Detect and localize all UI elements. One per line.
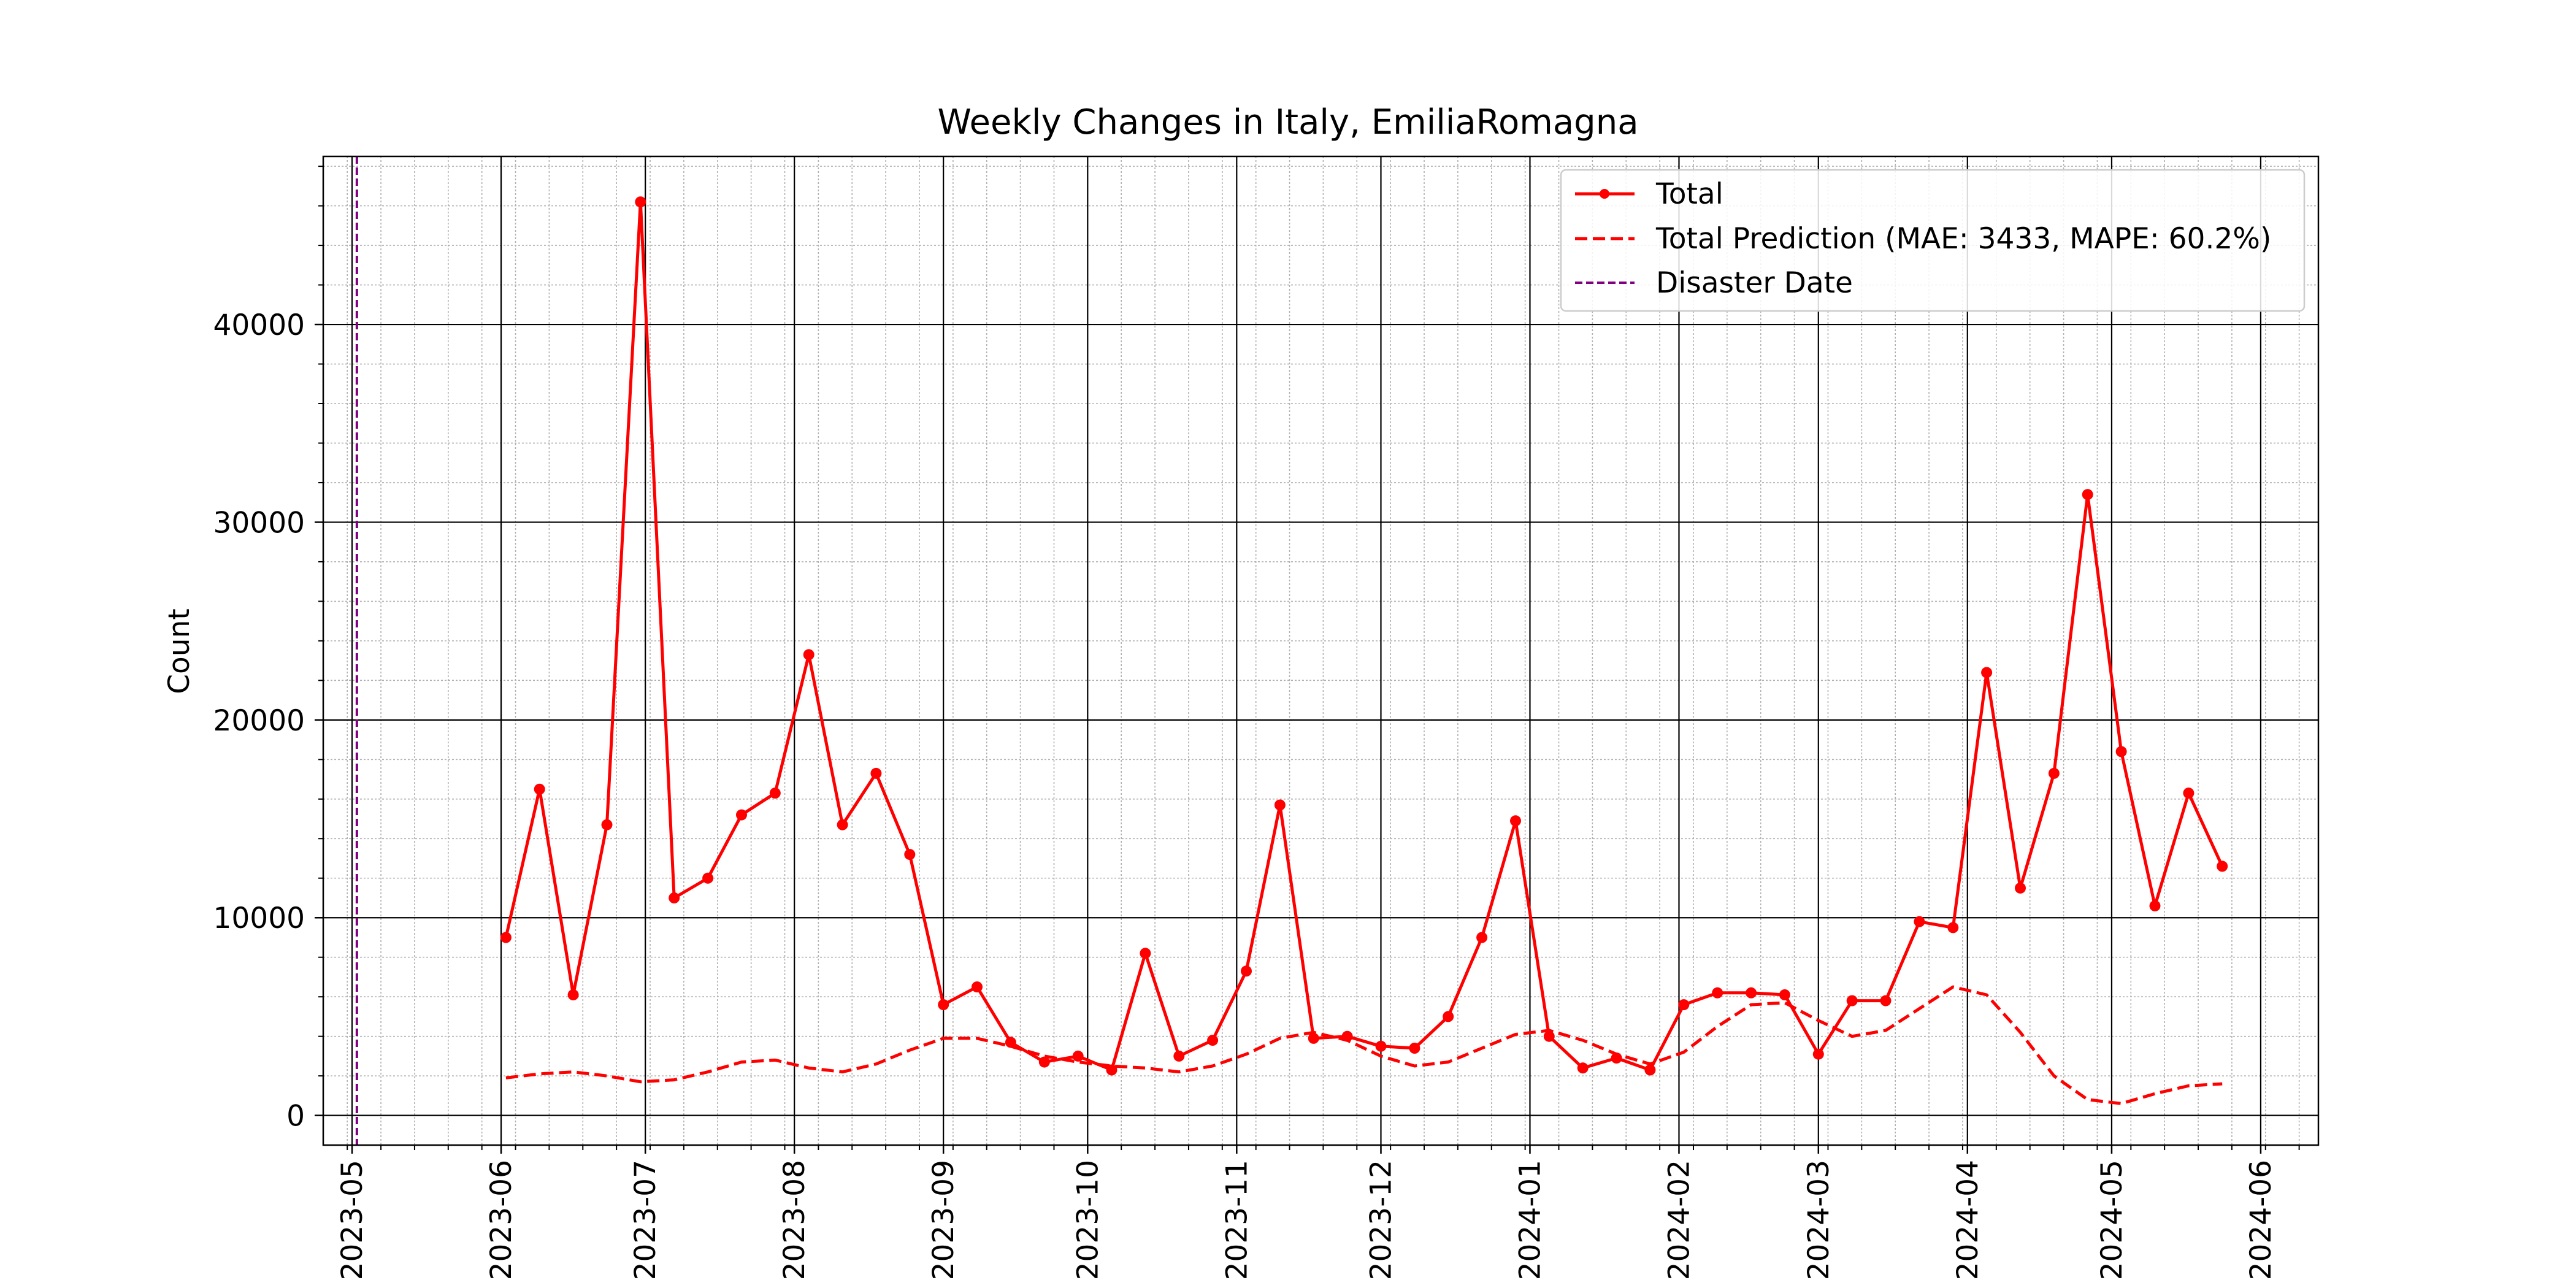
- legend-marker-total: [1600, 189, 1609, 199]
- total-point: [2149, 900, 2161, 911]
- minor-grid: [323, 156, 2318, 1145]
- total-point: [2217, 861, 2228, 872]
- total-point: [635, 196, 646, 208]
- x-tick-label: 2023-06: [485, 1160, 518, 1280]
- total-point: [1241, 965, 1252, 977]
- y-tick-label: 40000: [213, 309, 305, 342]
- x-tick-label: 2024-05: [2095, 1160, 2129, 1280]
- y-tick-label: 30000: [213, 506, 305, 540]
- total-point: [601, 819, 613, 830]
- total-point: [1173, 1050, 1185, 1062]
- total-point: [1812, 1048, 1824, 1060]
- total-point: [736, 809, 747, 821]
- chart-title: Weekly Changes in Italy, EmiliaRomagna: [937, 102, 1638, 142]
- x-tick-label: 2023-12: [1364, 1160, 1398, 1280]
- x-tick-label: 2023-08: [778, 1160, 811, 1280]
- total-point: [702, 872, 714, 884]
- total-point: [1846, 995, 1858, 1006]
- total-point: [904, 849, 916, 861]
- x-tick-label: 2023-07: [629, 1160, 662, 1280]
- total-point: [1274, 799, 1286, 811]
- x-tick-label: 2024-06: [2244, 1160, 2278, 1280]
- total-point: [1678, 999, 1690, 1011]
- total-point: [1644, 1064, 1656, 1076]
- total-point: [1140, 948, 1151, 959]
- total-point: [1106, 1064, 1117, 1076]
- x-tick-label: 2024-03: [1802, 1160, 1836, 1280]
- total-point: [1476, 932, 1488, 943]
- tick-labels: 2023-05 2023-06 2023-07 2023-08 2023-09 2023-…: [213, 309, 2277, 1280]
- legend-box: [1560, 169, 2306, 312]
- total-point: [870, 767, 882, 779]
- total-point: [669, 892, 680, 903]
- legend-label-disaster: Disaster Date: [1656, 266, 1853, 300]
- total-point: [534, 783, 545, 795]
- total-point: [1443, 1011, 1454, 1022]
- total-point: [1510, 815, 1521, 827]
- plot-frame: [322, 155, 2320, 1146]
- total-point: [1779, 989, 1790, 1000]
- total-point: [938, 999, 949, 1011]
- total-point: [567, 989, 579, 1000]
- legend-label-total: Total: [1655, 177, 1723, 211]
- total-point: [1543, 1030, 1555, 1042]
- total-point: [2015, 882, 2026, 894]
- total-point: [2115, 746, 2127, 757]
- x-tick-label: 2024-04: [1951, 1160, 1985, 1280]
- total-point: [1712, 987, 1723, 999]
- total-point: [2183, 788, 2195, 799]
- total-point: [1207, 1035, 1219, 1046]
- major-grid: [323, 156, 2318, 1145]
- legend: Total Total Prediction (MAE: 3433, MAPE:…: [1560, 169, 2306, 312]
- x-tick-label: 2023-11: [1220, 1160, 1254, 1280]
- total-point: [1038, 1056, 1050, 1068]
- total-point: [1308, 1032, 1319, 1044]
- total-point: [1947, 922, 1959, 933]
- axis-ticks: [315, 166, 2300, 1154]
- x-tick-label: 2023-09: [927, 1160, 960, 1280]
- legend-label-prediction: Total Prediction (MAE: 3433, MAPE: 60.2%…: [1655, 222, 2271, 256]
- x-tick-label: 2023-10: [1071, 1160, 1105, 1280]
- total-point: [500, 932, 512, 943]
- y-tick-label: 10000: [213, 902, 305, 935]
- total-point: [2048, 767, 2060, 779]
- total-point: [1577, 1062, 1589, 1074]
- total-point: [1914, 916, 1925, 927]
- total-point: [1746, 987, 1757, 999]
- y-tick-label: 0: [286, 1100, 305, 1133]
- total-point: [972, 981, 983, 993]
- x-tick-label: 2023-05: [335, 1160, 369, 1280]
- total-point: [1409, 1043, 1420, 1054]
- total-point: [2082, 489, 2093, 500]
- total-point: [1880, 995, 1892, 1006]
- prediction-line: [505, 985, 2223, 1105]
- total-point: [837, 819, 848, 830]
- total-point: [1375, 1040, 1387, 1052]
- x-tick-label: 2024-01: [1513, 1160, 1547, 1280]
- x-tick-label: 2024-02: [1662, 1160, 1696, 1280]
- y-axis-label: Count: [163, 608, 196, 694]
- y-tick-label: 20000: [213, 704, 305, 738]
- total-point: [803, 649, 815, 661]
- total-point: [1981, 667, 1993, 678]
- total-point: [1072, 1050, 1084, 1062]
- plot-marks: [355, 156, 2228, 1145]
- total-point: [1005, 1037, 1016, 1048]
- total-line: [504, 200, 2224, 1071]
- total-point: [769, 788, 781, 799]
